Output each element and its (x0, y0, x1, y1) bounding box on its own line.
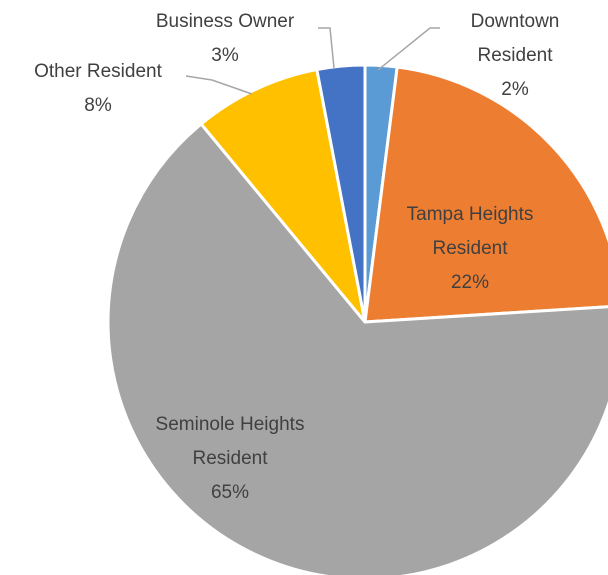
pie-slice (199, 67, 367, 323)
category-label: Downtown Resident (470, 11, 560, 66)
value-label: 8% (84, 95, 112, 116)
value-label: 65% (210, 482, 250, 503)
data-label: Business Owner 3% (125, 5, 325, 73)
data-label: Downtown Resident 2% (460, 5, 570, 107)
leader-line (377, 27, 440, 71)
leader-line (185, 75, 253, 95)
pie-slice (315, 63, 367, 323)
category-label: Business Owner (155, 11, 295, 32)
category-label: Tampa Heights Resident (406, 204, 534, 259)
leader-line (318, 27, 335, 69)
data-label: Other Resident 8% (8, 55, 188, 123)
value-label: 22% (450, 272, 490, 293)
value-label: 3% (211, 45, 239, 66)
category-label: Seminole Heights Resident (155, 414, 305, 469)
data-label: Tampa Heights Resident 22% (385, 198, 555, 300)
category-label: Other Resident (34, 61, 162, 82)
pie-slice (106, 121, 608, 575)
value-label: 2% (501, 79, 529, 100)
data-label: Seminole Heights Resident 65% (120, 408, 340, 510)
pie-slice (363, 65, 608, 324)
